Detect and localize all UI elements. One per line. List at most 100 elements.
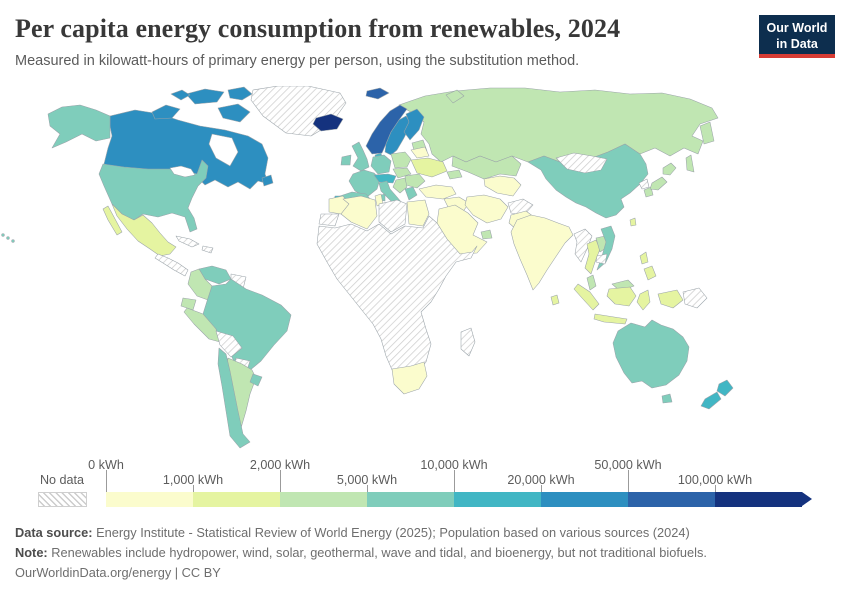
country-alpine[interactable] <box>373 173 397 184</box>
legend-label: 100,000 kWh <box>677 473 753 487</box>
legend-segment[interactable] <box>280 492 367 507</box>
country-balkans[interactable] <box>392 177 408 194</box>
owid-logo[interactable]: Our World in Data <box>759 15 835 58</box>
logo-line-1: Our World <box>766 21 828 35</box>
footer-source-line: Data source: Energy Institute - Statisti… <box>15 523 835 543</box>
country-egypt[interactable] <box>406 199 430 227</box>
legend-label: 10,000 kWh <box>420 458 488 472</box>
legend-ticks: 0 kWh 1,000 kWh 2,000 kWh 5,000 kWh 10,000 k… <box>88 456 806 510</box>
country-india[interactable] <box>510 214 574 291</box>
hudson-bay <box>208 133 239 167</box>
chart-header: Per capita energy consumption from renew… <box>15 14 835 69</box>
note-label: Note: <box>15 545 48 560</box>
country-bolivia[interactable] <box>215 330 243 358</box>
country-belarus[interactable] <box>410 146 430 159</box>
country-sri-lanka[interactable] <box>550 294 560 306</box>
country-caucasus[interactable] <box>446 169 463 180</box>
country-uk[interactable] <box>351 141 370 172</box>
country-libya[interactable] <box>378 199 408 233</box>
legend-tick <box>367 485 368 492</box>
country-indonesia[interactable] <box>573 283 684 325</box>
country-germany[interactable] <box>370 154 392 175</box>
legend-tick <box>193 485 194 492</box>
country-taiwan[interactable] <box>629 217 637 227</box>
country-ireland[interactable] <box>340 154 352 166</box>
country-romania-bulgaria[interactable] <box>404 173 426 189</box>
country-south-korea[interactable] <box>643 186 654 198</box>
country-ecuador[interactable] <box>180 297 197 311</box>
country-usa[interactable] <box>47 104 209 233</box>
country-myanmar[interactable] <box>573 228 593 263</box>
legend-tick <box>715 485 716 492</box>
source-label: Data source: <box>15 525 93 540</box>
legend-segment[interactable] <box>367 492 454 507</box>
country-mexico[interactable] <box>102 203 177 257</box>
chart-subtitle: Measured in kilowatt-hours of primary en… <box>15 53 580 69</box>
country-central-america[interactable] <box>154 253 189 277</box>
legend-segment[interactable] <box>541 492 628 507</box>
country-philippines[interactable] <box>639 251 657 281</box>
legend-segment[interactable] <box>193 492 280 507</box>
country-brazil[interactable] <box>202 278 292 372</box>
country-north-korea[interactable] <box>638 178 650 190</box>
legend-segment[interactable] <box>454 492 541 507</box>
country-kazakhstan[interactable] <box>451 155 522 180</box>
country-australia[interactable] <box>612 319 690 404</box>
country-iran[interactable] <box>464 194 509 224</box>
country-hawaii[interactable] <box>1 233 15 243</box>
country-greece[interactable] <box>404 186 418 201</box>
country-japan[interactable] <box>649 162 677 191</box>
region-sub-saharan-africa[interactable] <box>316 215 478 380</box>
country-cuba[interactable] <box>175 235 200 248</box>
country-finland[interactable] <box>403 108 425 141</box>
country-south-africa[interactable] <box>391 361 428 395</box>
country-afghanistan[interactable] <box>507 198 534 216</box>
no-data-swatch[interactable] <box>38 492 87 507</box>
country-papua-new-guinea[interactable] <box>682 287 708 309</box>
country-new-zealand[interactable] <box>700 379 734 410</box>
note-text: Renewables include hydropower, wind, sol… <box>47 545 707 560</box>
legend-tick <box>106 470 107 492</box>
chart-footer: Data source: Energy Institute - Statisti… <box>15 523 835 583</box>
country-thailand[interactable] <box>584 239 601 275</box>
country-syria-iraq[interactable] <box>443 196 470 214</box>
country-svalbard[interactable] <box>365 87 390 100</box>
country-uruguay[interactable] <box>249 373 263 387</box>
legend-segment[interactable] <box>715 492 802 507</box>
country-western-sahara[interactable] <box>318 213 340 227</box>
legend-tick <box>628 470 629 492</box>
legend-segment[interactable] <box>628 492 715 507</box>
country-ukraine[interactable] <box>410 157 448 178</box>
world-map <box>0 86 850 452</box>
legend-tick <box>280 470 281 492</box>
country-iceland[interactable] <box>312 113 344 132</box>
legend-label: 5,000 kWh <box>336 473 398 487</box>
legend-arrow-icon <box>802 492 812 506</box>
country-france[interactable] <box>348 169 381 198</box>
legend-label: 20,000 kWh <box>507 473 575 487</box>
country-turkey[interactable] <box>418 184 457 200</box>
great-lakes <box>169 165 196 178</box>
country-hispaniola[interactable] <box>201 245 214 254</box>
map-legend: No data 0 kWh 1,000 kWh 2,000 kWh 5,000 kWh… <box>0 456 850 510</box>
footer-license-line[interactable]: OurWorldinData.org/energy | CC BY <box>15 565 221 580</box>
country-gulf-states[interactable] <box>480 229 493 240</box>
logo-line-2: in Data <box>776 37 818 52</box>
country-central-asia[interactable] <box>483 175 522 197</box>
page-title: Per capita energy consumption from renew… <box>15 14 621 43</box>
legend-bar <box>106 492 802 507</box>
legend-label: 0 kWh <box>88 458 124 472</box>
legend-tick <box>454 470 455 492</box>
legend-segment[interactable] <box>106 492 193 507</box>
country-peru[interactable] <box>183 307 221 343</box>
country-algeria[interactable] <box>340 195 378 230</box>
country-czech-hungary[interactable] <box>392 167 412 179</box>
country-madagascar[interactable] <box>460 327 476 357</box>
country-poland[interactable] <box>390 151 412 169</box>
country-chile[interactable] <box>217 347 251 449</box>
country-cambodia[interactable] <box>595 253 608 265</box>
country-mongolia[interactable] <box>555 152 608 174</box>
no-data-label: No data <box>39 473 85 487</box>
footer-note-line: Note: Renewables include hydropower, win… <box>15 543 835 563</box>
